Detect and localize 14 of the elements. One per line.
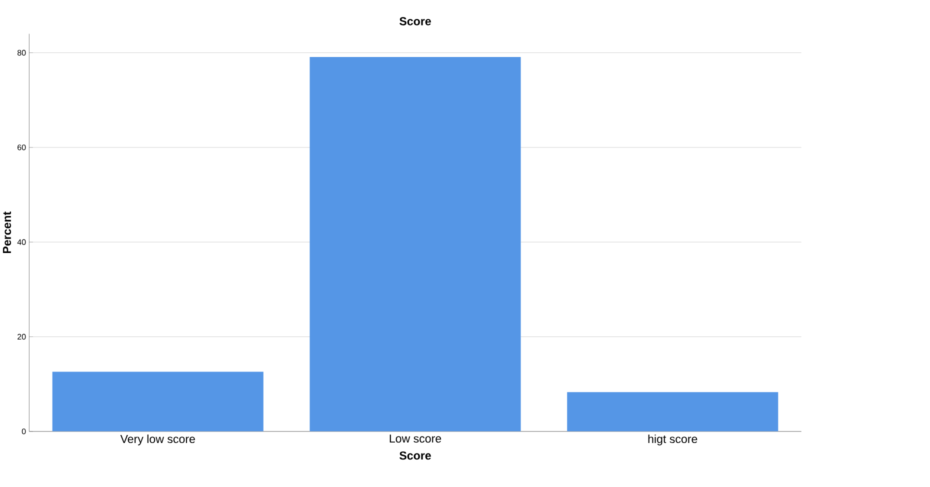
x-tick-label: Low score (390, 434, 442, 443)
bar (52, 372, 264, 432)
y-tick-label: 60 (18, 144, 26, 150)
y-axis-title: Percent (2, 212, 12, 254)
chart-title: Score (400, 17, 431, 26)
y-tick-label: 20 (18, 334, 26, 340)
bar (567, 392, 778, 432)
x-tick-label: higt score (648, 434, 698, 446)
y-tick-label: 40 (17, 239, 26, 246)
bar (310, 57, 521, 432)
x-axis-title: Score (400, 452, 431, 460)
y-tick-label: 0 (22, 428, 26, 434)
y-tick-label: 80 (17, 50, 26, 56)
x-tick-label: Very low score (120, 434, 195, 446)
